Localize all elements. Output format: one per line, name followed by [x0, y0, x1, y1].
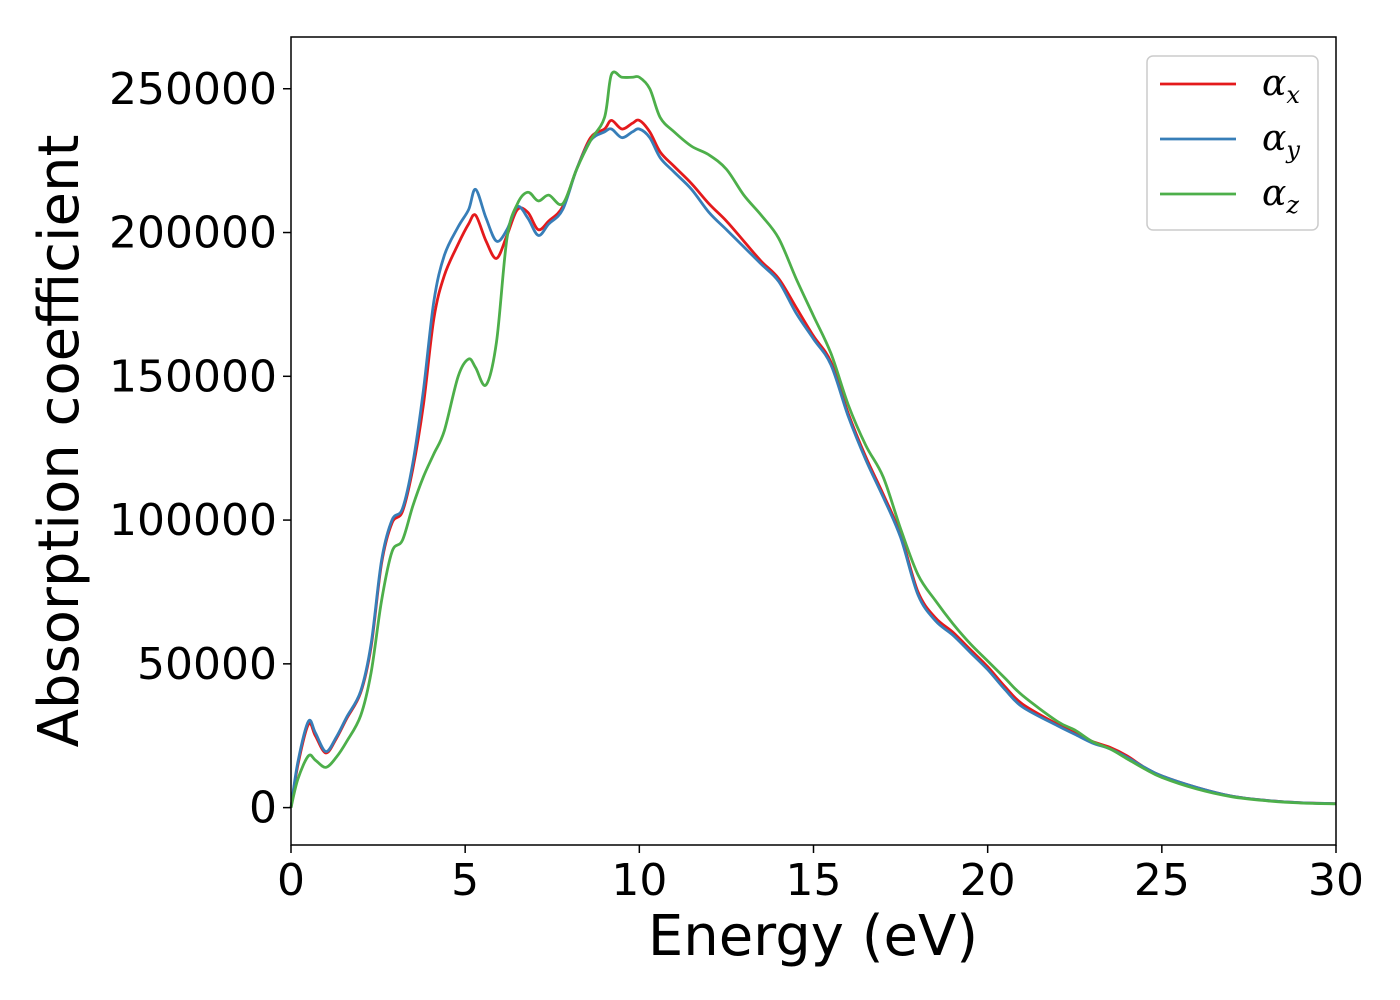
series-line-alpha-z [289, 70, 1337, 808]
x-tick-label: 30 [1308, 855, 1364, 906]
y-axis-ticks: 0 50000 100000 150000 200000 250000 [109, 64, 291, 834]
x-axis-label: Energy (eV) [648, 904, 978, 969]
series-lines [289, 70, 1337, 808]
x-tick-label: 20 [960, 855, 1016, 906]
x-tick-label: 25 [1134, 855, 1190, 906]
y-tick-label: 100000 [109, 495, 277, 546]
x-tick-label: 0 [277, 855, 305, 906]
y-tick-label: 200000 [109, 208, 277, 259]
series-line-alpha-y [289, 127, 1337, 808]
x-tick-label: 5 [451, 855, 479, 906]
y-axis-label: Absorption coefficient [27, 135, 92, 748]
y-tick-label: 250000 [109, 64, 277, 115]
y-tick-label: 0 [249, 783, 277, 834]
x-tick-label: 10 [611, 855, 667, 906]
legend-box [1146, 55, 1319, 231]
y-tick-label: 50000 [137, 639, 277, 690]
y-tick-label: 150000 [109, 351, 277, 402]
x-tick-label: 15 [786, 855, 842, 906]
x-axis-ticks: 0 5 10 15 20 25 30 [277, 845, 1364, 906]
